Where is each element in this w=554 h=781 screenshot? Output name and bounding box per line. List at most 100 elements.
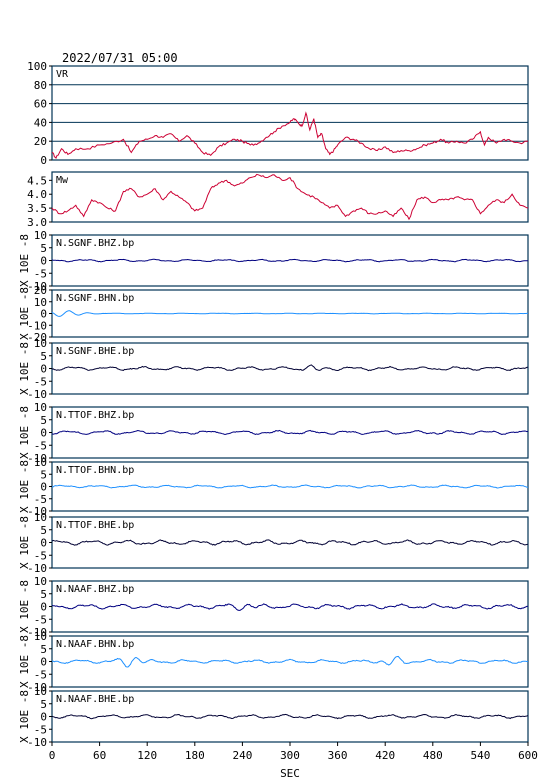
y-tick-label: 4.5 — [27, 174, 47, 187]
y-tick-label: -5 — [34, 549, 47, 562]
y-axis-label: X 10E -8 — [18, 516, 31, 569]
series-line — [51, 173, 529, 221]
y-tick-label: 40 — [34, 116, 47, 129]
panel-frame — [51, 65, 529, 161]
y-tick-label: -5 — [34, 375, 47, 388]
series-line — [51, 111, 529, 160]
y-tick-label: 10 — [34, 456, 47, 469]
chart-title: 2022/07/31 05:00 — [62, 51, 178, 65]
x-tick-label: 180 — [185, 749, 205, 762]
x-tick-label: 600 — [518, 749, 538, 762]
panel-label: N.NAAF.BHZ.bp — [56, 584, 134, 595]
y-tick-label: 10 — [34, 337, 47, 350]
y-axis-label: X 10E -8 — [18, 406, 31, 459]
x-tick-label: 300 — [280, 749, 300, 762]
y-tick-label: -5 — [34, 723, 47, 736]
panel-label: N.TTOF.BHZ.bp — [56, 410, 134, 421]
panel-vr: 0 20 40 60 80 100 VR — [27, 60, 529, 167]
panel-label: N.TTOF.BHN.bp — [56, 465, 134, 476]
y-axis-label: X 10E -8 — [18, 342, 31, 395]
y-tick-label: 10 — [34, 685, 47, 698]
y-tick-label: -10 — [27, 388, 47, 401]
y-tick-label: 5 — [40, 350, 47, 363]
panel-label: VR — [56, 69, 69, 80]
series-line — [51, 603, 529, 611]
y-tick-label: -10 — [27, 626, 47, 639]
series-line — [51, 713, 529, 720]
x-tick-label: 480 — [423, 749, 443, 762]
y-tick-label: 10 — [34, 401, 47, 414]
panel-frame — [51, 171, 529, 223]
series-line — [51, 310, 528, 317]
y-tick-label: 5 — [40, 698, 47, 711]
y-tick-label: 20 — [34, 284, 47, 297]
y-axis-label: X 10E -8 — [18, 234, 31, 287]
y-tick-label: 5 — [40, 414, 47, 427]
series-line — [51, 539, 529, 546]
series-line — [51, 429, 529, 436]
y-tick-label: 100 — [27, 60, 47, 73]
y-tick-label: 10 — [34, 296, 47, 309]
x-tick-label: 120 — [137, 749, 157, 762]
x-tick-label: 360 — [328, 749, 348, 762]
y-tick-label: 10 — [34, 630, 47, 643]
y-axis-label: X 10E -8 — [18, 287, 31, 340]
y-axis-label: X 10E -8 — [18, 580, 31, 633]
y-tick-label: 0 — [40, 601, 47, 614]
y-tick-label: 4.0 — [27, 188, 47, 201]
y-tick-label: 5 — [40, 242, 47, 255]
y-tick-label: -5 — [34, 668, 47, 681]
y-tick-label: -5 — [34, 439, 47, 452]
y-tick-label: 5 — [40, 524, 47, 537]
x-tick-label: 540 — [470, 749, 490, 762]
x-axis-label: SEC — [280, 767, 300, 780]
panel-label: N.SGNF.BHE.bp — [56, 346, 134, 357]
y-tick-label: 5 — [40, 643, 47, 656]
panel-label: N.SGNF.BHZ.bp — [56, 238, 134, 249]
y-tick-label: 0 — [40, 308, 47, 321]
y-tick-label: -10 — [27, 319, 47, 332]
series-line — [51, 484, 529, 489]
y-axis-label: X 10E -8 — [18, 635, 31, 688]
y-tick-label: 10 — [34, 229, 47, 242]
y-tick-label: -10 — [27, 736, 47, 749]
series-line — [51, 258, 529, 263]
y-tick-label: 0 — [40, 427, 47, 440]
y-tick-label: -10 — [27, 681, 47, 694]
y-tick-label: 0 — [40, 537, 47, 550]
y-tick-label: 0 — [40, 656, 47, 669]
panel-label: N.SGNF.BHN.bp — [56, 293, 134, 304]
x-tick-label: 60 — [93, 749, 106, 762]
y-tick-label: 5 — [40, 588, 47, 601]
x-tick-label: 0 — [49, 749, 56, 762]
y-tick-label: 3.5 — [27, 202, 47, 215]
panel-label: N.NAAF.BHE.bp — [56, 694, 134, 705]
y-tick-label: -20 — [27, 331, 47, 344]
y-tick-label: -5 — [34, 267, 47, 280]
y-tick-label: 80 — [34, 79, 47, 92]
y-tick-label: 3.0 — [27, 216, 47, 229]
y-tick-label: -10 — [27, 505, 47, 518]
y-tick-label: 0 — [40, 481, 47, 494]
y-axis-label: X 10E -8 — [18, 460, 31, 513]
y-tick-label: 20 — [34, 135, 47, 148]
y-axis-label: X 10E -8 — [18, 690, 31, 743]
y-tick-label: 0 — [40, 363, 47, 376]
y-tick-label: 5 — [40, 468, 47, 481]
y-tick-label: -5 — [34, 613, 47, 626]
panel-label: N.NAAF.BHN.bp — [56, 639, 134, 650]
y-tick-label: 10 — [34, 575, 47, 588]
x-tick-label: 240 — [232, 749, 252, 762]
y-tick-label: 60 — [34, 98, 47, 111]
y-tick-label: -10 — [27, 562, 47, 575]
